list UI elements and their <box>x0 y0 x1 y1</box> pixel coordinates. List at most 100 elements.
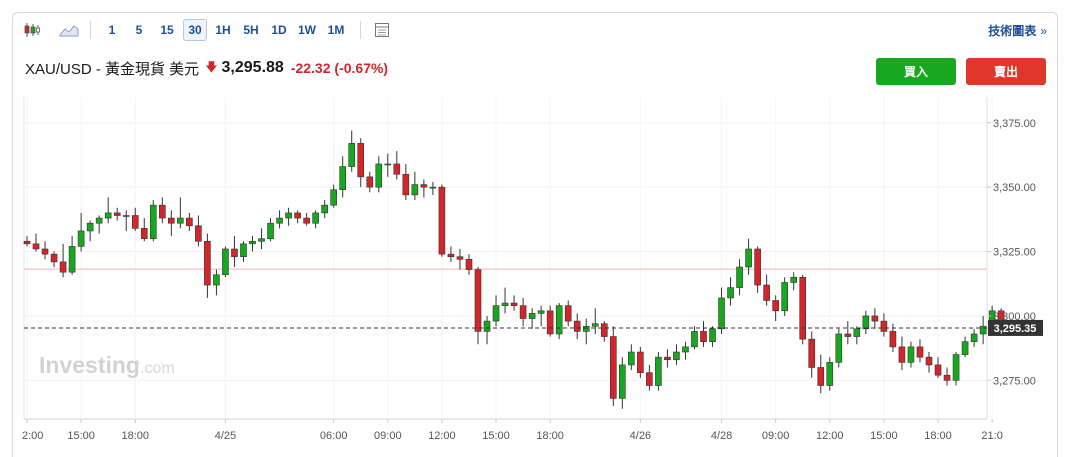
candle-body <box>961 341 969 355</box>
price-change: -22.32 (-0.67%) <box>290 60 389 76</box>
candle <box>907 341 915 368</box>
candle-body <box>943 374 951 381</box>
candle-body <box>312 212 319 224</box>
table-view-icon[interactable] <box>370 19 394 41</box>
candle-body <box>745 248 752 268</box>
candle <box>474 267 482 345</box>
candle <box>970 328 978 347</box>
x-tick-label: 15:00 <box>67 430 95 442</box>
candle <box>925 352 933 373</box>
candle <box>628 344 635 371</box>
candle <box>438 184 446 257</box>
candle-body <box>582 325 590 332</box>
x-tick-label: 15:00 <box>870 430 898 442</box>
x-axis: 2:00 15:00 18:00 4/25 06:00 09:00 12:00 15:00 18… <box>22 419 1003 442</box>
candle <box>159 197 166 224</box>
area-chart-icon[interactable] <box>57 19 81 41</box>
candle-body <box>393 163 401 175</box>
current-price-line: 3,295.35 <box>24 319 1043 336</box>
candle <box>59 243 67 278</box>
candle-body <box>465 258 473 270</box>
candle-body <box>177 217 184 224</box>
toolbar-divider <box>90 21 91 39</box>
technical-chart-label: 技術圖表 <box>988 24 1037 38</box>
candle-body <box>646 372 653 386</box>
x-tick-label: 15:00 <box>482 430 510 442</box>
candlestick-icon[interactable] <box>20 19 44 41</box>
x-tick-label: 12:00 <box>428 430 456 442</box>
candle-body <box>564 305 572 322</box>
interval-1w-button[interactable]: 1W <box>298 23 316 37</box>
interval-15-button[interactable]: 15 <box>160 23 174 37</box>
candle <box>781 277 788 316</box>
candle <box>312 210 319 229</box>
last-price: 3,295.88 <box>221 59 284 76</box>
candle <box>267 218 274 242</box>
candle-body <box>799 277 807 340</box>
candle <box>104 197 112 224</box>
interval-5-button[interactable]: 5 <box>135 23 143 37</box>
candle <box>294 210 301 224</box>
candle-body <box>573 320 581 332</box>
candle <box>655 352 662 391</box>
candle <box>339 156 347 198</box>
candle-body <box>898 346 906 363</box>
candle-body <box>32 243 40 250</box>
candle-body <box>609 336 617 399</box>
quote-header: XAU/USD - 黃金現貨 美元 🡇 3,295.88 -22.32 (-0.… <box>25 58 388 78</box>
x-tick-label: 18:00 <box>536 430 564 442</box>
sell-button[interactable]: 賣出 <box>966 58 1046 85</box>
candle-body <box>339 166 347 191</box>
current-price-tag <box>988 319 1043 336</box>
candle <box>77 212 85 252</box>
candle <box>952 352 960 386</box>
candlestick-chart[interactable]: Investing .com 3,295.35 3,375.00 3,350.00… <box>13 13 1059 457</box>
candle-body <box>492 305 500 322</box>
candle <box>276 210 283 229</box>
candle <box>664 349 671 368</box>
candle <box>537 305 545 327</box>
candle-body <box>691 331 698 348</box>
x-tick-label: 4/26 <box>630 430 651 442</box>
interval-1d-button[interactable]: 1D <box>271 23 287 37</box>
candle <box>637 346 644 378</box>
candle-body <box>673 351 680 361</box>
candle <box>862 310 870 334</box>
buy-button[interactable]: 買入 <box>876 58 956 85</box>
candle-body <box>781 282 788 312</box>
candle <box>204 233 211 298</box>
interval-1m-button[interactable]: 1M <box>327 23 345 37</box>
technical-chart-link[interactable]: 技術圖表» <box>988 22 1047 39</box>
candle <box>754 246 761 293</box>
interval-30-button[interactable]: 30 <box>183 19 207 41</box>
x-tick-label: 06:00 <box>320 430 348 442</box>
candle <box>50 251 58 268</box>
candle <box>41 241 49 260</box>
candle-body <box>267 222 274 239</box>
candle-body <box>240 243 247 258</box>
interval-5h-button[interactable]: 5H <box>243 23 259 37</box>
y-axis: 3,375.00 3,350.00 3,325.00 3,300.00 3,275.00 <box>987 118 1036 387</box>
candle-body <box>934 364 942 376</box>
candle-body <box>979 325 987 335</box>
candle-body <box>222 248 229 276</box>
candle-body <box>149 204 157 239</box>
candle-body <box>77 230 85 247</box>
candle-body <box>140 228 148 239</box>
candle-body <box>86 222 94 232</box>
candle-body <box>474 269 482 332</box>
candle <box>564 300 572 327</box>
candle-body <box>104 212 112 219</box>
candle-body <box>159 204 166 219</box>
interval-1h-button[interactable]: 1H <box>215 23 231 37</box>
candle-body <box>321 204 328 214</box>
candle-body <box>501 302 509 306</box>
candle <box>177 197 184 229</box>
interval-1-button[interactable]: 1 <box>108 23 116 37</box>
candle <box>231 236 238 268</box>
candle <box>591 308 599 334</box>
candle <box>871 308 879 329</box>
candle-body <box>276 217 283 224</box>
y-tick-label: 3,275.00 <box>993 375 1036 387</box>
x-tick-label: 4/28 <box>711 430 732 442</box>
